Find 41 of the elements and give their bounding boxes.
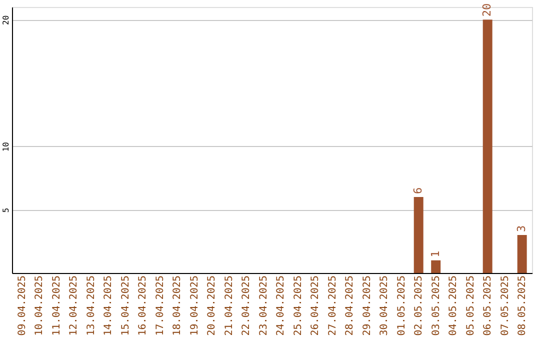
x-tick-label: 04.05.2025 [448,276,460,336]
y-tick-label: 20 [2,15,10,25]
x-tick-label: 29.04.2025 [362,276,373,336]
x-tick-label: 22.04.2025 [241,276,252,336]
x-tick-label: 26.04.2025 [310,276,322,336]
x-tick-label: 18.04.2025 [172,276,184,336]
x-tick-label: 30.04.2025 [379,276,390,336]
x-tick-label: 17.04.2025 [154,276,166,336]
x-tick-label: 25.04.2025 [292,276,304,336]
x-tick-label: 20.04.2025 [206,276,218,336]
bar [482,20,492,273]
x-tick-label: 07.05.2025 [500,276,511,336]
data-label: 20 [480,3,494,17]
x-tick-label: 08.05.2025 [517,276,528,336]
x-tick-label: 23.04.2025 [258,276,270,336]
x-tick-label: 01.05.2025 [396,276,408,336]
x-tick-label: 06.05.2025 [482,276,494,336]
data-label: 6 [412,187,425,194]
x-tick-label: 10.04.2025 [34,276,46,336]
x-tick-label: 27.04.2025 [327,276,338,336]
data-label: 3 [515,225,528,232]
x-tick-label: 16.04.2025 [138,276,149,336]
bar [431,260,441,273]
x-tick-label: 15.04.2025 [120,276,132,336]
data-label: 1 [428,250,442,258]
x-tick-label: 05.05.2025 [465,276,476,336]
x-tick-label: 13.04.2025 [86,276,97,336]
x-tick-label: 12.04.2025 [68,276,80,336]
x-tick-label: 09.04.2025 [16,276,28,336]
x-tick-label: 03.05.2025 [430,276,442,336]
y-tick-label: 5 [2,208,10,213]
x-tick-label: 19.04.2025 [189,276,200,336]
x-tick-label: 21.04.2025 [224,276,235,336]
bar [517,235,527,273]
x-tick-label: 24.04.2025 [276,276,287,336]
x-tick-label: 14.04.2025 [103,276,114,336]
bar [414,197,424,273]
y-tick-label: 10 [2,142,10,152]
x-tick-label: 11.04.2025 [51,276,62,336]
x-tick-label: 28.04.2025 [344,276,356,336]
x-tick-label: 02.05.2025 [414,276,425,336]
